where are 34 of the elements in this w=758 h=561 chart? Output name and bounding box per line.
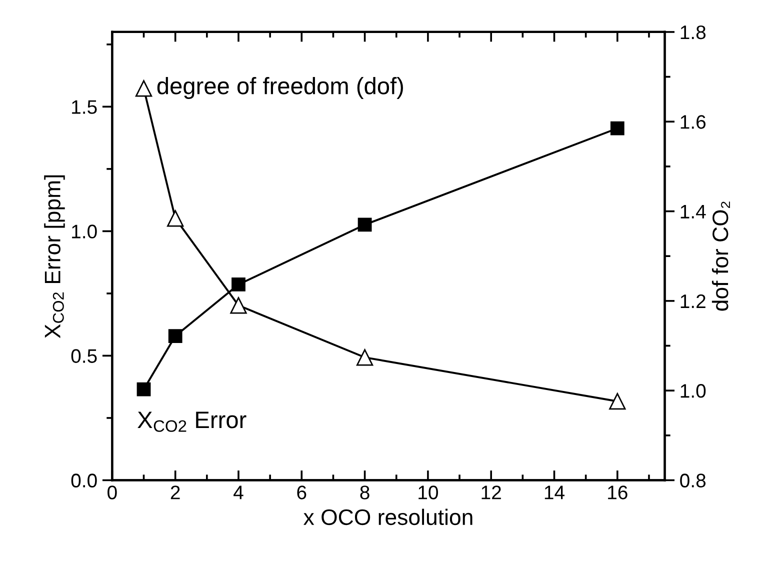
y-axis-title: X$_{CO2}$ Error [ppm]: [44, 175, 65, 338]
x-tick-label: 16: [608, 486, 628, 500]
y-tick-label: 1.5: [72, 100, 97, 114]
point: [167, 210, 184, 227]
point: [232, 278, 246, 292]
annotation: X$_{CO2}$ Error: [138, 412, 246, 432]
x-tick-label: 2: [170, 486, 180, 500]
x-tick-label: 12: [482, 486, 501, 500]
x-tick-label: 10: [418, 486, 438, 500]
point: [168, 329, 182, 343]
x-axis-title: x OCO resolution: [304, 508, 472, 526]
y-tick-label: 1.0: [72, 224, 97, 238]
x-tick-label: 14: [544, 486, 564, 500]
y-tick-label: 0.0: [71, 474, 97, 488]
y2-axis-title: dof for CO₂: [712, 202, 730, 311]
y-tick-label: 0.5: [71, 349, 97, 363]
point: [358, 218, 372, 232]
y2-tick-label: 1.0: [680, 384, 706, 398]
point: [136, 382, 151, 396]
y2-tick-label: 1.4: [680, 204, 706, 218]
y2-tick-label: 1.2: [680, 294, 706, 308]
y2-tick-label: 1.6: [680, 115, 706, 129]
y2-tick-label: 1.8: [680, 25, 706, 40]
point: [610, 121, 624, 136]
x-tick-label: 8: [360, 486, 370, 500]
point: [230, 297, 247, 314]
point: [609, 392, 626, 410]
point: [356, 349, 374, 366]
x-tick-label: 6: [297, 486, 306, 500]
point: [135, 80, 152, 97]
y2-tick-label: 0.8: [680, 474, 706, 488]
x-tick-label: 4: [234, 486, 244, 500]
annotation: degree of freedom (dof): [157, 77, 403, 100]
x-tick-label: 0: [108, 486, 117, 500]
